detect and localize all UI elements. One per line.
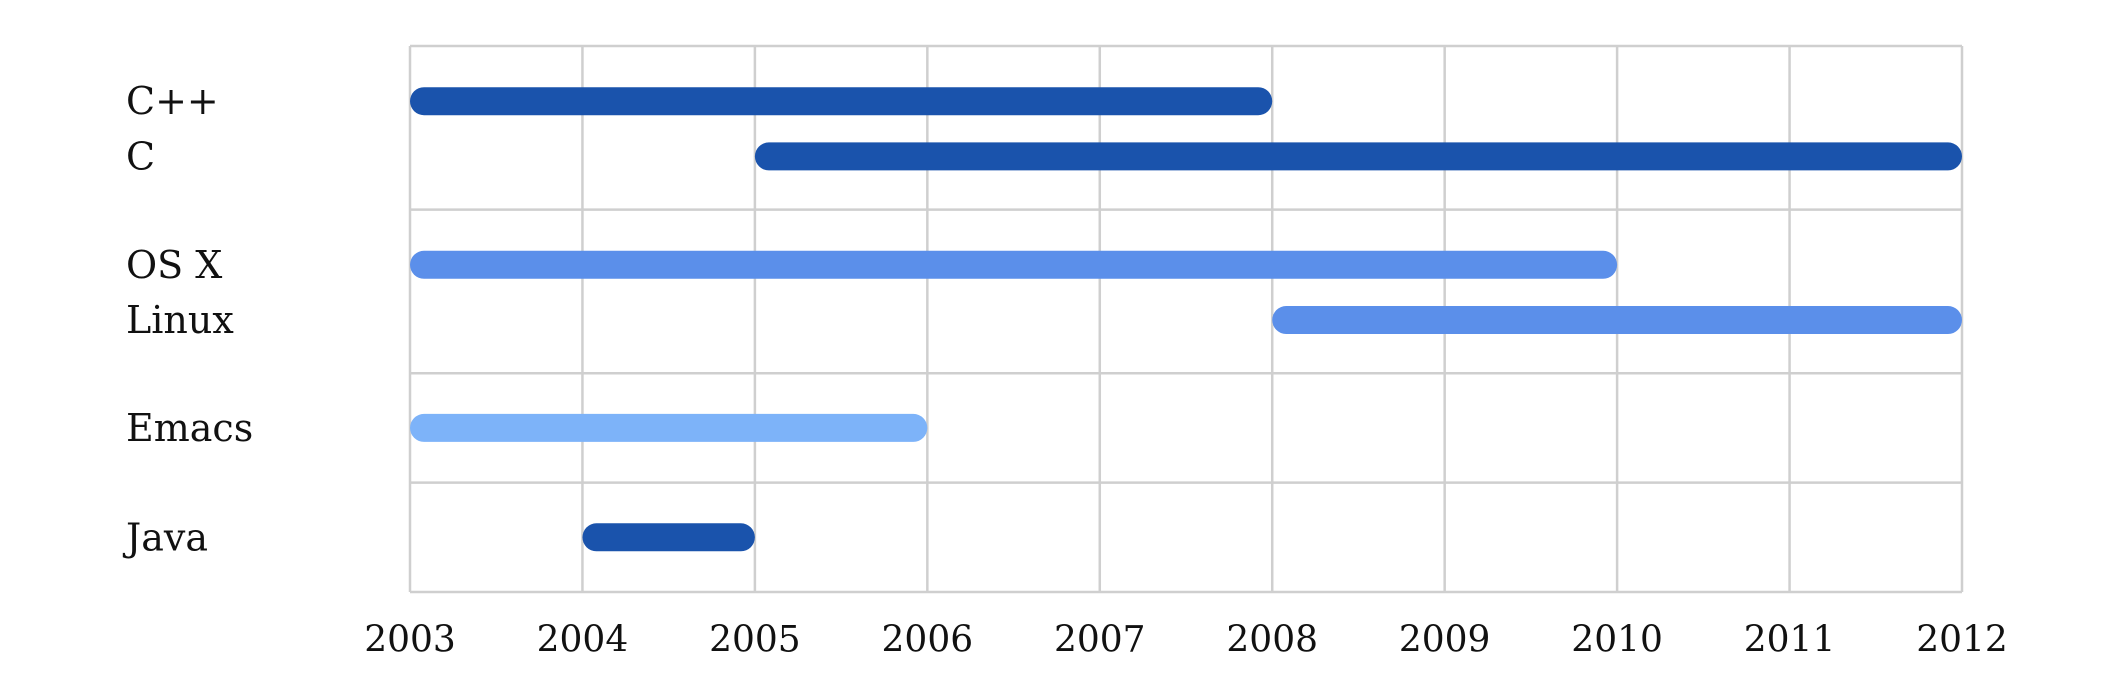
grid-layer [408,44,1964,594]
bar-1-1 [1272,306,1962,335]
x-tick-label-9: 2012 [1916,620,2008,661]
bar-layer [410,87,1962,552]
row-label-1-0: OS X [126,243,222,287]
bar-2-0 [410,413,928,442]
x-tick-label-7: 2010 [1571,620,1663,661]
bar-0-0 [410,87,1273,116]
x-tick-label-2: 2005 [709,620,801,661]
bar-1-0 [410,250,1618,279]
row-label-0-1: C [126,134,155,178]
bar-3-0 [582,523,755,552]
bar-0-1 [754,142,1962,171]
row-label-0-0: C++ [126,79,219,123]
x-tick-label-3: 2006 [882,620,974,661]
x-tick-label-8: 2011 [1744,620,1836,661]
tick-label-layer: 2003 2004 2005 2006 2007 2008 2009 2010 2011 2012 [364,620,2008,661]
row-label-3-0: Java [122,515,208,559]
row-label-1-1: Linux [126,298,234,342]
row-label-layer: C++ C OS X Linux Emacs Java [122,79,253,559]
x-tick-label-6: 2009 [1399,620,1491,661]
x-tick-label-5: 2008 [1226,620,1318,661]
x-tick-label-4: 2007 [1054,620,1146,661]
x-tick-label-1: 2004 [537,620,629,661]
row-label-2-0: Emacs [126,406,253,450]
x-tick-label-0: 2003 [364,620,456,661]
